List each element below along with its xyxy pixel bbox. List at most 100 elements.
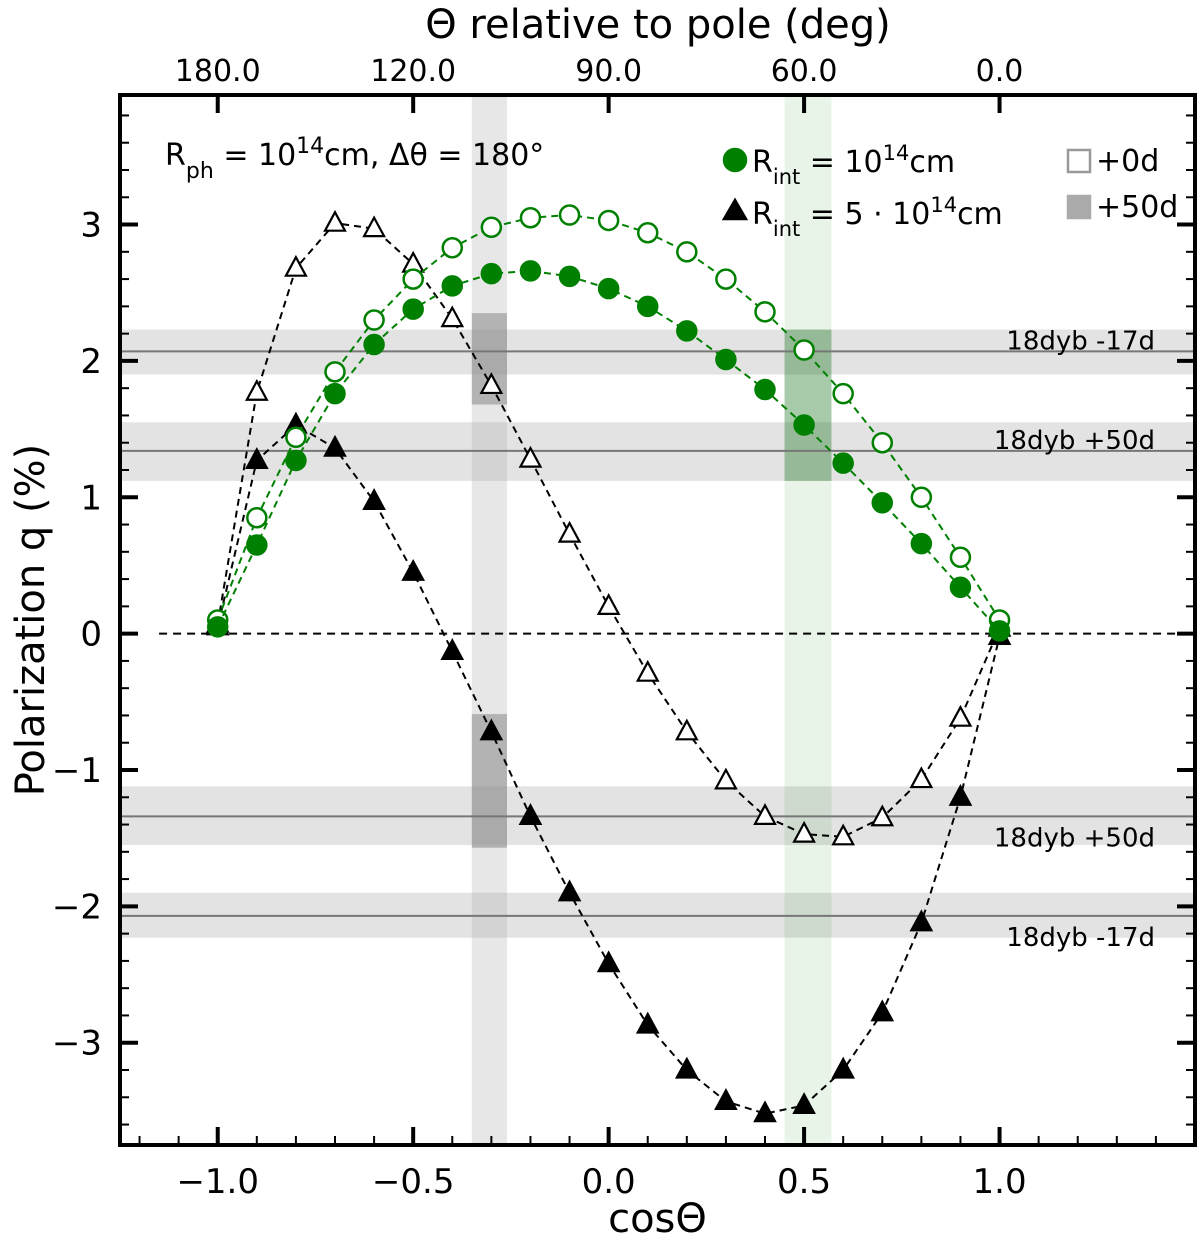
- series-line: [216, 222, 1001, 838]
- top-axis-title: Θ relative to pole (deg): [425, 2, 891, 48]
- shaded-bands: [120, 95, 1195, 1145]
- y-tick-label: 3: [80, 206, 102, 246]
- data-point: [480, 262, 503, 285]
- data-point: [948, 783, 973, 806]
- x-tick-label: 1.0: [973, 1162, 1027, 1202]
- series-line: [216, 213, 1001, 621]
- data-point: [596, 950, 621, 973]
- y-tick-label: 2: [80, 342, 102, 382]
- model-annotation: Rph = 1014cm, Δθ = 180°: [165, 134, 544, 184]
- legend-swatch-filled: [1066, 194, 1092, 220]
- data-point: [909, 766, 934, 789]
- data-point: [676, 320, 698, 342]
- data-point: [754, 301, 776, 323]
- data-point: [479, 718, 504, 741]
- data-point: [402, 298, 424, 320]
- data-point: [519, 206, 542, 229]
- data-point: [792, 820, 816, 843]
- y-tick-label: −1: [52, 751, 102, 791]
- axes: −3 −2 −1 0 1 2 3 −1.0 −0.5 0.0 0.5 1.0 180.0 120.0 90.…: [52, 54, 1197, 1202]
- data-point: [363, 333, 385, 356]
- ref-label: 18dyb -17d: [1006, 923, 1155, 953]
- data-point: [871, 491, 894, 514]
- data-point: [558, 265, 581, 288]
- data-point: [323, 434, 347, 457]
- data-point: [948, 704, 973, 727]
- ref-label: 18dyb -17d: [1006, 326, 1155, 356]
- data-point: [557, 879, 582, 902]
- data-point: [518, 803, 543, 825]
- data-point: [715, 348, 737, 371]
- data-point: [831, 1056, 856, 1079]
- data-point: [479, 372, 504, 395]
- data-point: [362, 215, 386, 238]
- legend-label-rint-1e14: Rint = 1014cm: [752, 141, 955, 189]
- x-tick-label: 0.5: [777, 1162, 831, 1202]
- top-tick-label: 120.0: [370, 54, 456, 89]
- data-point: [402, 268, 424, 290]
- data-point: [714, 767, 738, 790]
- data-point: [557, 520, 582, 543]
- data-point: [440, 305, 465, 328]
- data-point: [832, 452, 854, 474]
- data-point: [401, 558, 426, 581]
- legend-marker-circle: [722, 147, 748, 173]
- data-point: [440, 638, 465, 660]
- data-point: [949, 576, 972, 599]
- x-axis-title: cosΘ: [608, 1196, 707, 1242]
- data-point: [988, 620, 1011, 642]
- data-point: [949, 546, 972, 569]
- ref-label: 18dyb +50d: [994, 823, 1155, 853]
- data-point: [635, 659, 660, 682]
- reference-line-labels: 18dyb -17d 18dyb +50d 18dyb +50d 18dyb -…: [994, 326, 1155, 953]
- data-point: [363, 309, 385, 331]
- data-point: [244, 447, 269, 470]
- top-tick-label: 60.0: [771, 54, 838, 89]
- legend-label-rint-5e14: Rint = 5 · 1014cm: [752, 193, 1003, 241]
- data-point: [518, 445, 543, 468]
- data-series: [205, 204, 1012, 1123]
- data-point: [870, 999, 895, 1022]
- x-tick-label: −1.0: [176, 1162, 259, 1202]
- data-point: [635, 1011, 660, 1034]
- plot-frame: [118, 93, 1197, 1147]
- data-point: [324, 361, 346, 383]
- top-tick-label: 0.0: [976, 54, 1024, 89]
- data-point: [793, 339, 815, 361]
- y-axis-title: Polarization q (%): [8, 444, 54, 797]
- data-point: [674, 718, 699, 741]
- data-point: [714, 1088, 738, 1110]
- legend: Rint = 1014cm Rint = 5 · 1014cm +0d +50d: [721, 141, 1178, 241]
- data-point: [715, 268, 737, 290]
- data-point: [870, 804, 895, 827]
- data-point: [246, 506, 268, 529]
- data-point: [909, 909, 934, 932]
- data-point: [910, 486, 933, 509]
- x-tick-label: 0.0: [582, 1162, 636, 1202]
- data-point: [246, 534, 268, 556]
- data-point: [596, 593, 621, 615]
- data-point: [753, 1100, 777, 1123]
- y-tick-label: 0: [80, 615, 102, 655]
- data-point: [244, 378, 269, 401]
- data-point: [441, 275, 464, 297]
- y-tick-label: −3: [52, 1024, 102, 1064]
- y-tick-label: −2: [52, 887, 102, 927]
- data-point: [558, 204, 581, 226]
- data-point: [754, 378, 776, 401]
- y-tick-label: 1: [80, 478, 102, 518]
- legend-label-epoch-0d: +0d: [1096, 144, 1159, 179]
- data-point: [480, 216, 503, 239]
- data-point: [206, 616, 229, 638]
- data-point: [284, 254, 308, 277]
- data-point: [871, 431, 894, 454]
- top-tick-label: 90.0: [575, 54, 642, 89]
- ref-label: 18dyb +50d: [994, 426, 1155, 456]
- data-point: [910, 532, 933, 555]
- data-point: [597, 277, 620, 300]
- legend-label-epoch-50d: +50d: [1096, 190, 1178, 225]
- legend-swatch-open: [1066, 148, 1092, 174]
- data-point: [362, 488, 386, 510]
- data-point: [285, 426, 307, 449]
